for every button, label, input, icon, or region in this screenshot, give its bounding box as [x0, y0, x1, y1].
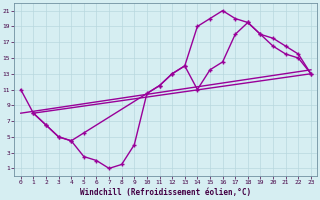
X-axis label: Windchill (Refroidissement éolien,°C): Windchill (Refroidissement éolien,°C)	[80, 188, 252, 197]
